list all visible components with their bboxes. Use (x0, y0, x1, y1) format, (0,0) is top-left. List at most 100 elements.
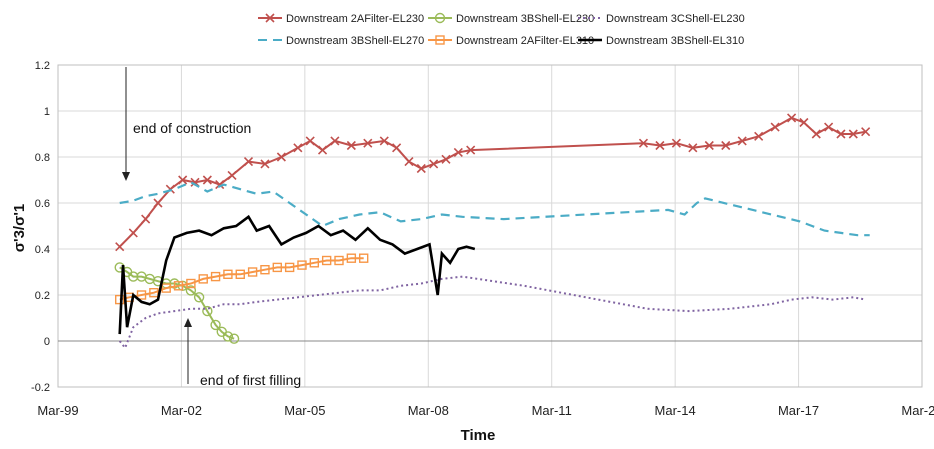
data-point-marker (404, 157, 414, 167)
grid (57, 64, 923, 388)
data-point-marker (363, 138, 373, 148)
x-axis-title: Time (461, 427, 496, 444)
data-point-marker (297, 260, 307, 270)
data-point-marker (272, 262, 282, 273)
legend-entry: Downstream 2AFilter-EL230 (258, 13, 424, 25)
data-point-marker (704, 140, 714, 151)
data-point-marker (198, 274, 208, 284)
data-point-marker (453, 147, 463, 157)
series-6 (118, 214, 476, 335)
annotations: end of construction end of first filling (122, 67, 301, 388)
data-point-marker (186, 278, 196, 289)
y-tick-label: -0.2 (31, 382, 50, 394)
y-tick-label: 0.8 (35, 152, 50, 164)
series-line (118, 275, 866, 350)
data-point-marker (392, 143, 402, 153)
legend-entry: Downstream 3BShell-EL230 (428, 12, 594, 25)
annotation-end-of-first-filling: end of first filling (200, 372, 301, 388)
y-tick-label: 0.4 (35, 244, 50, 256)
data-point-marker (811, 129, 821, 139)
data-point-marker (638, 138, 649, 148)
data-point-marker (185, 285, 197, 296)
annotation-arrowhead-filling (184, 318, 192, 327)
data-point-marker (293, 143, 303, 153)
data-point-marker (115, 242, 125, 252)
x-tick-label: Mar-05 (284, 403, 325, 418)
y-tick-label: 1.2 (35, 60, 50, 72)
x-tick-label: Mar-14 (655, 403, 696, 418)
data-point-marker (222, 331, 234, 342)
data-point-marker (260, 159, 270, 169)
legend-label: Downstream 3CShell-EL230 (606, 13, 745, 25)
legend-label: Downstream 2AFilter-EL230 (286, 13, 424, 25)
axes: -0.2 0 0.2 0.4 0.6 0.8 1 1.2 Mar-99 Mar-02 Mar-05 M… (31, 60, 934, 418)
data-point-marker (141, 214, 151, 224)
data-point-marker (671, 138, 681, 148)
data-point-marker (223, 269, 233, 279)
legend-entry: Downstream 3BShell-EL270 (258, 35, 424, 47)
data-point-marker (848, 129, 858, 139)
data-point-marker (284, 262, 295, 273)
data-point-marker (346, 140, 356, 151)
data-point-marker (416, 163, 426, 174)
y-tick-label: 1 (44, 106, 50, 118)
data-point-marker (317, 145, 328, 155)
data-point-marker (227, 170, 237, 180)
data-point-marker (309, 258, 320, 268)
data-point-marker (861, 127, 871, 137)
data-point-marker (128, 228, 138, 238)
data-point-marker (235, 269, 245, 279)
data-point-marker (435, 35, 445, 45)
series-line (118, 214, 476, 335)
y-axis-title: σ'3/σ'1 (11, 204, 28, 253)
data-point-marker (136, 290, 147, 300)
legend-label: Downstream 3BShell-EL270 (286, 35, 424, 47)
data-point-marker (243, 157, 254, 167)
data-point-marker (193, 292, 205, 303)
data-point-marker (260, 265, 270, 275)
x-tick-label: Mar-02 (161, 403, 202, 418)
x-tick-label: Mar-20 (901, 403, 934, 418)
annotation-end-of-construction: end of construction (133, 120, 251, 136)
legend-label: Downstream 3BShell-EL310 (606, 35, 744, 47)
annotation-arrowhead-construction (122, 172, 130, 181)
series-1 (115, 113, 871, 252)
data-point-marker (346, 253, 357, 263)
data-point-marker (321, 255, 332, 266)
data-point-marker (824, 122, 834, 132)
legend-entry: Downstream 3CShell-EL230 (578, 13, 745, 25)
x-tick-label: Mar-11 (532, 403, 572, 418)
series-5 (115, 253, 369, 305)
data-point-marker (441, 154, 451, 164)
data-point-marker (202, 305, 213, 317)
data-point-marker (754, 131, 764, 141)
data-point-marker (173, 281, 184, 291)
data-point-marker (334, 255, 344, 266)
data-point-marker (721, 140, 731, 151)
y-tick-label: 0.6 (35, 198, 50, 210)
legend-label: Downstream 2AFilter-EL310 (456, 35, 594, 47)
plot-area-border (57, 64, 923, 388)
data-point-marker (799, 117, 809, 128)
data-point-marker (276, 152, 286, 162)
legend-label: Downstream 3BShell-EL230 (456, 13, 594, 25)
data-point-marker (466, 145, 476, 155)
data-point-marker (737, 136, 747, 146)
data-point-marker (202, 175, 212, 185)
legend: Downstream 2AFilter-EL230 Downstream 3BSh… (258, 12, 745, 47)
data-point-marker (210, 271, 221, 282)
x-tick-label: Mar-08 (408, 403, 449, 418)
data-point-marker (836, 129, 846, 139)
data-point-marker (688, 143, 698, 153)
data-point-marker (153, 198, 163, 208)
legend-entry: Downstream 2AFilter-EL310 (428, 35, 594, 47)
series-4 (119, 181, 870, 237)
data-point-marker (330, 136, 340, 146)
data-point-marker (161, 283, 171, 293)
data-point-marker (770, 122, 780, 132)
y-tick-label: 0.2 (35, 290, 50, 302)
data-point-marker (434, 12, 446, 24)
series-layer (114, 113, 871, 350)
data-point-marker (128, 271, 139, 282)
